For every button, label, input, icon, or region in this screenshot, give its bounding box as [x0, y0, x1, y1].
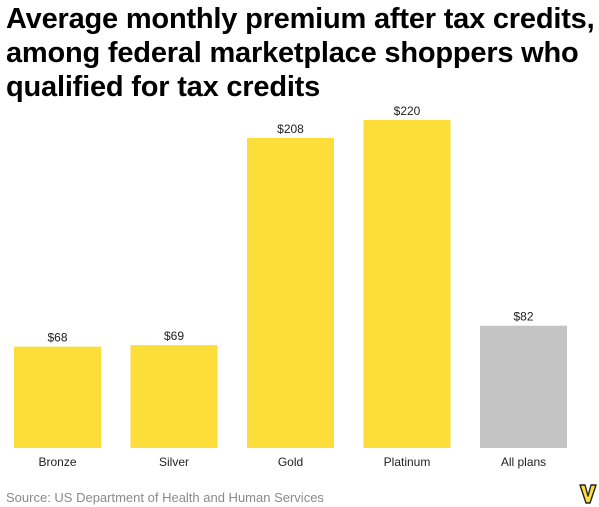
- bar-chart: $68 Bronze $69 Silver $208 Gold $220 Platinum $8…: [14, 104, 567, 469]
- bar-silver: [130, 345, 218, 448]
- category-label-silver: Silver: [159, 455, 189, 469]
- value-label-gold: $208: [277, 122, 304, 136]
- bars-group: [14, 120, 567, 448]
- category-label-platinum: Platinum: [384, 455, 431, 469]
- value-label-bronze: $68: [47, 331, 67, 345]
- labels-group: $68 Bronze $69 Silver $208 Gold $220 Platinum $8…: [38, 104, 546, 469]
- vox-v-logo-icon: [579, 484, 597, 504]
- value-label-platinum: $220: [394, 104, 421, 118]
- value-label-silver: $69: [164, 329, 184, 343]
- category-label-gold: Gold: [278, 455, 303, 469]
- category-label-bronze: Bronze: [38, 455, 76, 469]
- bar-gold: [247, 137, 334, 448]
- source-note: Source: US Department of Health and Huma…: [6, 490, 324, 505]
- bar-bronze: [14, 346, 101, 448]
- chart-title: Average monthly premium after tax credit…: [6, 3, 595, 103]
- bar-all-plans: [480, 325, 567, 448]
- bar-platinum: [363, 120, 451, 448]
- value-label-all-plans: $82: [513, 310, 533, 324]
- category-label-all-plans: All plans: [501, 455, 546, 469]
